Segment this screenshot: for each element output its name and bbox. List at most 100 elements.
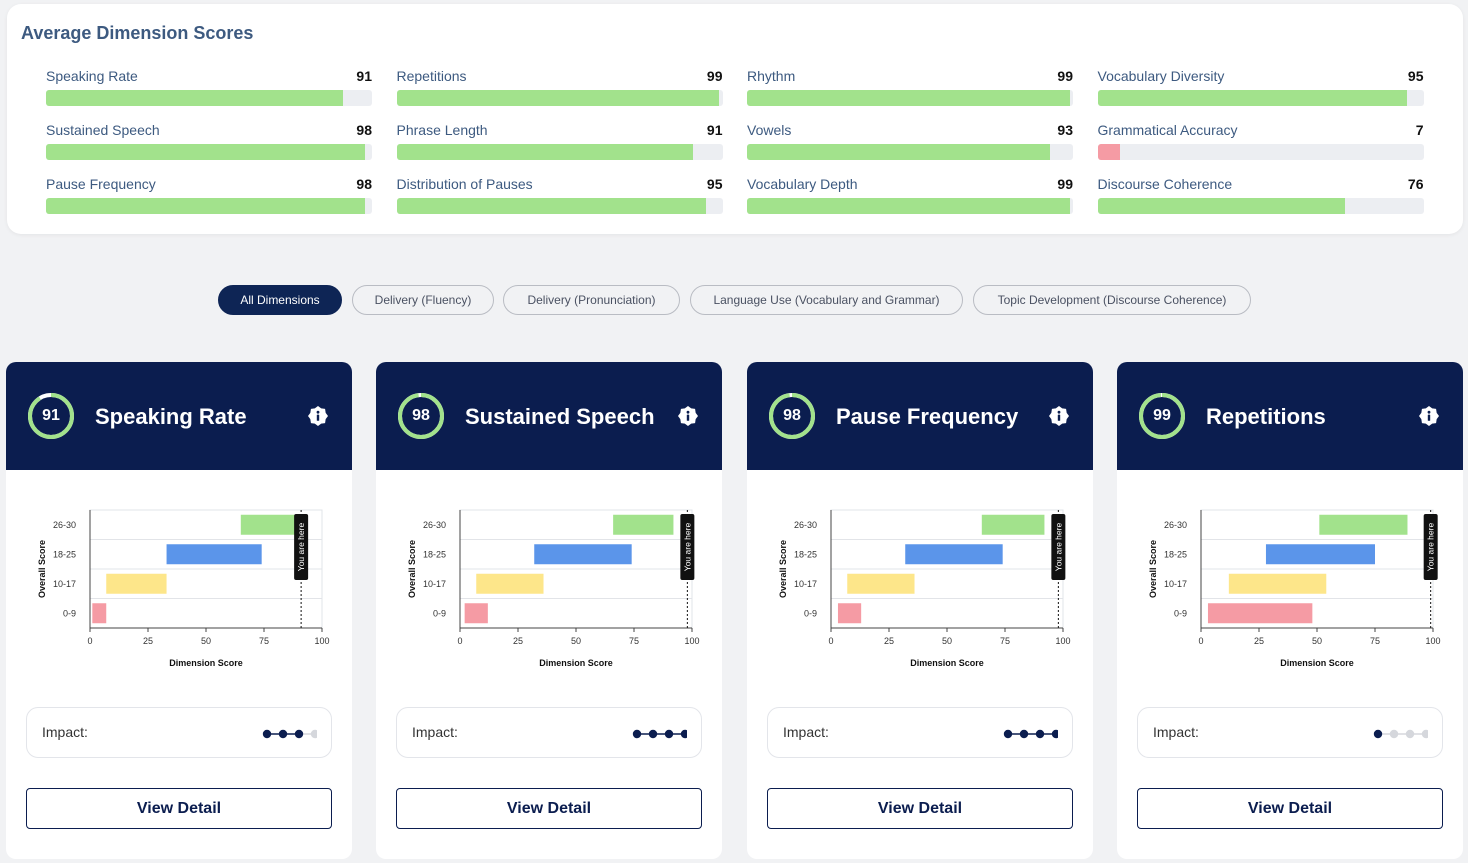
- chart-bar: [240, 514, 306, 535]
- view-detail-button[interactable]: View Detail: [767, 788, 1073, 829]
- chart-category-label: 26-30: [1164, 520, 1187, 530]
- impact-dot: [680, 729, 687, 739]
- dimension-score-label: Rhythm: [747, 68, 796, 84]
- filter-pill[interactable]: Language Use (Vocabulary and Grammar): [690, 285, 963, 315]
- chart-bar: [905, 544, 1003, 565]
- dimension-score-label: Repetitions: [396, 68, 467, 84]
- dimension-score-fill: [747, 144, 1051, 160]
- chart-bar: [476, 573, 544, 594]
- chart-x-tick-label: 50: [1312, 636, 1322, 646]
- dimension-score-value: 91: [356, 68, 372, 84]
- dimension-score-bar: [1097, 198, 1424, 214]
- impact-dot: [632, 729, 642, 739]
- chart-x-tick-label: 25: [1254, 636, 1264, 646]
- dimension-score-item: Phrase Length 91: [396, 120, 723, 160]
- impact-label: Impact:: [42, 724, 88, 740]
- card-header: 98 Sustained Speech: [376, 362, 722, 470]
- dimension-score-value: 98: [356, 176, 372, 192]
- dimension-score-value: 95: [1407, 68, 1424, 84]
- info-icon[interactable]: [1419, 406, 1439, 426]
- card-score: 98: [783, 407, 801, 424]
- impact-dot: [310, 729, 317, 739]
- info-icon[interactable]: [1049, 406, 1069, 426]
- dimension-score-fill: [396, 90, 720, 106]
- dimension-score-bar: [1097, 90, 1424, 106]
- chart-y-axis-title: Overall Score: [407, 540, 417, 598]
- impact-dot: [278, 729, 288, 739]
- dimension-card: 91 Speaking Rate 26-30 18-25 10-17 0-9 0 25 50 75…: [6, 362, 352, 859]
- chart-x-tick-label: 75: [259, 636, 269, 646]
- chart-x-tick-label: 75: [1370, 636, 1380, 646]
- impact-level-indicator: [632, 729, 687, 739]
- card-header: 98 Pause Frequency: [747, 362, 1093, 470]
- chart-x-tick-label: 100: [684, 636, 699, 646]
- dimension-score-label: Grammatical Accuracy: [1097, 122, 1238, 138]
- filter-pill[interactable]: Topic Development (Discourse Coherence): [973, 285, 1251, 315]
- dimension-score-bar: [46, 144, 372, 160]
- impact-dot: [1373, 729, 1383, 739]
- filter-pill[interactable]: Delivery (Fluency): [352, 285, 494, 315]
- info-icon[interactable]: [308, 406, 328, 426]
- chart-bar: [981, 514, 1045, 535]
- view-detail-button[interactable]: View Detail: [1137, 788, 1443, 829]
- chart-category-label: 0-9: [433, 608, 446, 618]
- dimension-score-label: Vocabulary Depth: [747, 176, 858, 192]
- dimension-score-bar: [396, 198, 723, 214]
- info-icon[interactable]: [678, 406, 698, 426]
- view-detail-button[interactable]: View Detail: [26, 788, 332, 829]
- dimension-score-value: 91: [706, 122, 723, 138]
- chart-bar: [1207, 603, 1313, 624]
- chart-bar: [847, 573, 915, 594]
- dimension-score-fill: [396, 198, 707, 214]
- chart-y-axis-title: Overall Score: [778, 540, 788, 598]
- chart-bar: [1228, 573, 1327, 594]
- chart-bar: [106, 573, 167, 594]
- you-are-here-label: You are here: [1426, 523, 1436, 572]
- dimension-score-fill: [1097, 198, 1346, 214]
- dimension-score-label: Distribution of Pauses: [396, 176, 533, 192]
- dimension-score-label: Speaking Rate: [46, 68, 138, 84]
- chart-bar: [534, 544, 632, 565]
- chart-x-tick-label: 100: [314, 636, 329, 646]
- chart-x-axis-title: Dimension Score: [169, 658, 243, 668]
- chart-category-label: 26-30: [53, 520, 76, 530]
- score-distribution-chart: 26-30 18-25 10-17 0-9 0 25 50 75 100 Dimension Sc…: [778, 509, 1071, 668]
- filter-pill[interactable]: All Dimensions: [218, 285, 342, 315]
- score-distribution-chart: 26-30 18-25 10-17 0-9 0 25 50 75 100 Dimension Sc…: [37, 509, 330, 668]
- score-ring: [1139, 393, 1185, 439]
- impact-dot: [294, 729, 304, 739]
- score-ring: [28, 393, 74, 439]
- dimension-score-label: Vowels: [747, 122, 792, 138]
- dimension-score-bar: [747, 90, 1073, 106]
- chart-x-axis-title: Dimension Score: [539, 658, 613, 668]
- chart-y-axis-title: Overall Score: [1148, 540, 1158, 598]
- dimension-filter-bar: All Dimensions Delivery (Fluency) Delivery…: [0, 285, 1468, 315]
- chart-y-axis-title: Overall Score: [37, 540, 47, 598]
- score-ring: [398, 393, 444, 439]
- impact-box: Impact:: [396, 707, 702, 758]
- chart-bar: [837, 603, 862, 624]
- dimension-score-bar: [396, 144, 723, 160]
- chart-x-tick-label: 0: [1198, 636, 1203, 646]
- dimension-score-fill: [1097, 144, 1121, 160]
- dimension-score-fill: [747, 198, 1070, 214]
- dimension-score-item: Vocabulary Depth 99: [747, 174, 1073, 214]
- summary-title: Average Dimension Scores: [21, 23, 254, 43]
- dimension-score-value: 7: [1415, 122, 1424, 138]
- dimension-score-bar: [46, 198, 372, 214]
- dimension-score-label: Pause Frequency: [46, 176, 156, 192]
- impact-dot: [664, 729, 674, 739]
- dimension-score-bar: [46, 90, 372, 106]
- view-detail-button[interactable]: View Detail: [396, 788, 702, 829]
- chart-category-label: 18-25: [53, 549, 76, 559]
- impact-label: Impact:: [412, 724, 458, 740]
- impact-dot: [1051, 729, 1058, 739]
- score-distribution-chart: 26-30 18-25 10-17 0-9 0 25 50 75 100 Dimension Sc…: [1148, 509, 1441, 668]
- chart-x-tick-label: 25: [143, 636, 153, 646]
- dimension-score-item: Grammatical Accuracy 7: [1097, 120, 1424, 160]
- impact-dot: [1035, 729, 1045, 739]
- you-are-here-label: You are here: [1053, 523, 1063, 572]
- dimension-score-item: Speaking Rate 91: [46, 66, 372, 106]
- chart-x-tick-label: 100: [1425, 636, 1440, 646]
- filter-pill[interactable]: Delivery (Pronunciation): [503, 285, 680, 315]
